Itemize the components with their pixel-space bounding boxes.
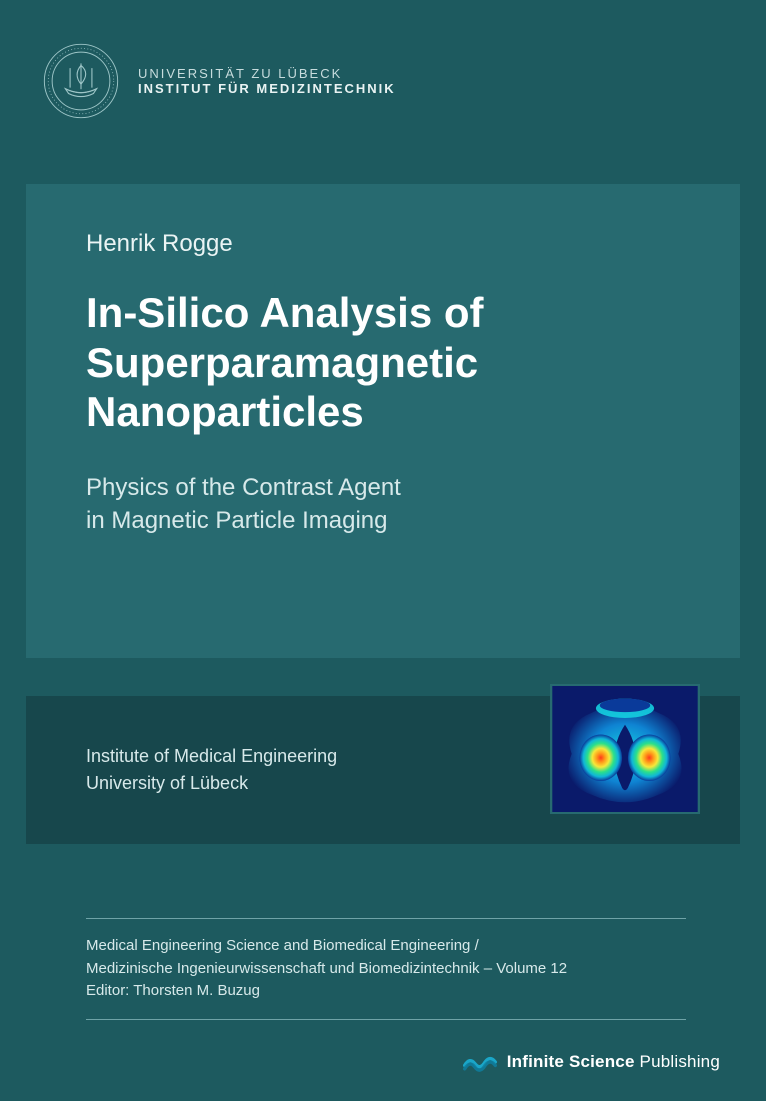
series-editor: Editor: Thorsten M. Buzug bbox=[86, 982, 260, 999]
series-line: Medizinische Ingenieurwissenschaft und B… bbox=[86, 960, 567, 977]
subtitle-line: in Magnetic Particle Imaging bbox=[86, 507, 387, 534]
title-panel: Henrik Rogge In-Silico Analysis of Super… bbox=[26, 184, 740, 658]
institution-text: UNIVERSITÄT ZU LÜBECK INSTITUT FÜR MEDIZ… bbox=[138, 66, 396, 96]
author-name: Henrik Rogge bbox=[86, 230, 680, 258]
book-subtitle: Physics of the Contrast Agent in Magneti… bbox=[86, 471, 680, 537]
institution-header: UNIVERSITÄT ZU LÜBECK INSTITUT FÜR MEDIZ… bbox=[42, 42, 396, 120]
publisher-name: Infinite Science Publishing bbox=[507, 1052, 720, 1072]
institute-band: Institute of Medical Engineering Univers… bbox=[26, 696, 740, 844]
simulation-graphic bbox=[550, 684, 700, 814]
title-line: Nanoparticles bbox=[86, 388, 364, 435]
subtitle-line: Physics of the Contrast Agent bbox=[86, 474, 401, 501]
series-line: Medical Engineering Science and Biomedic… bbox=[86, 937, 479, 954]
university-seal-icon bbox=[42, 42, 120, 120]
book-title: In-Silico Analysis of Superparamagnetic … bbox=[86, 288, 680, 437]
institution-line2: INSTITUT FÜR MEDIZINTECHNIK bbox=[138, 81, 396, 96]
title-line: Superparamagnetic bbox=[86, 339, 478, 386]
institute-line: University of Lübeck bbox=[86, 773, 248, 793]
institution-line1: UNIVERSITÄT ZU LÜBECK bbox=[138, 66, 396, 81]
series-info: Medical Engineering Science and Biomedic… bbox=[86, 918, 686, 1020]
title-line: In-Silico Analysis of bbox=[86, 289, 484, 336]
institute-line: Institute of Medical Engineering bbox=[86, 746, 337, 766]
publisher-name-bold: Infinite Science bbox=[507, 1052, 635, 1071]
publisher-logo: Infinite Science Publishing bbox=[463, 1051, 720, 1073]
heatmap-icon bbox=[552, 686, 698, 812]
publisher-mark-icon bbox=[463, 1051, 497, 1073]
institute-text: Institute of Medical Engineering Univers… bbox=[86, 743, 337, 797]
book-cover: UNIVERSITÄT ZU LÜBECK INSTITUT FÜR MEDIZ… bbox=[0, 0, 766, 1101]
publisher-name-light: Publishing bbox=[640, 1052, 720, 1071]
